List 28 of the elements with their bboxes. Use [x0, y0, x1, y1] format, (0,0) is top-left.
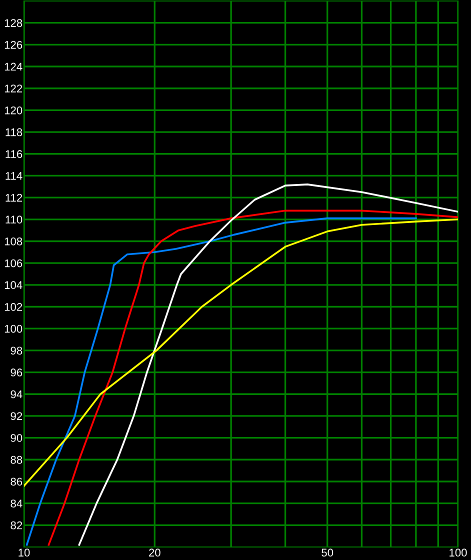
y-tick-label: 94	[10, 390, 22, 398]
x-tick-label: 50	[322, 548, 334, 557]
y-tick-label: 88	[10, 456, 22, 464]
y-tick-label: 90	[10, 434, 22, 442]
y-tick-label: 116	[6, 150, 22, 158]
y-tick-label: 126	[4, 40, 22, 49]
y-tick-label: 84	[10, 500, 22, 508]
y-tick-label: 112	[6, 194, 22, 202]
y-tick-label: 110	[6, 216, 22, 224]
x-tick-label: 10	[18, 548, 30, 557]
y-tick-label: 114	[6, 172, 22, 180]
y-tick-label: 98	[10, 346, 22, 355]
y-tick-label: 82	[10, 521, 22, 530]
y-tick-label: 100	[4, 324, 22, 333]
y-tick-label: 106	[4, 259, 22, 268]
y-tick-label: 128	[4, 19, 22, 27]
y-tick-label: 122	[4, 84, 22, 92]
y-tick-label: 104	[4, 281, 22, 290]
y-tick-label: 86	[10, 478, 22, 486]
x-tick-label: 100	[450, 548, 467, 557]
y-tick-label: 120	[4, 106, 22, 114]
y-tick-label: 92	[10, 412, 22, 420]
y-tick-label: 102	[4, 303, 22, 311]
y-tick-label: 118	[6, 128, 22, 136]
y-tick-label: 96	[10, 368, 22, 376]
x-tick-label: 20	[149, 548, 160, 557]
y-tick-label: 108	[4, 238, 22, 246]
y-tick-label: 124	[4, 62, 22, 71]
